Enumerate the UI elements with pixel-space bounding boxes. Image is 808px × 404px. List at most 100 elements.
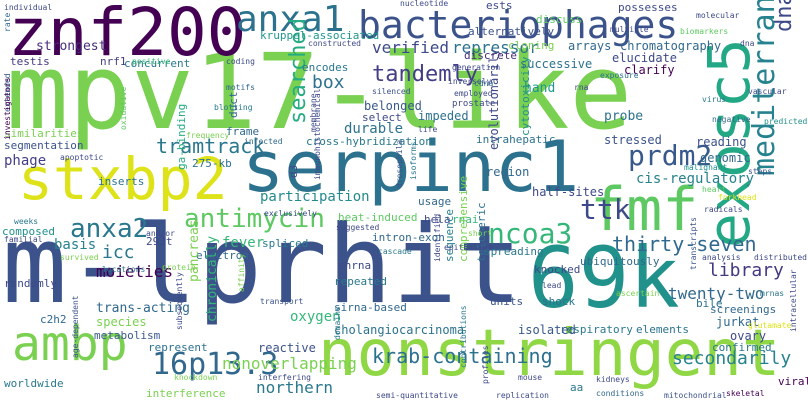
word-ncoa3: ncoa3	[488, 217, 573, 250]
word-nonoverlapping: nonoverlapping	[222, 354, 357, 373]
word-bile: bile	[696, 297, 723, 310]
word-encodes: encodes	[302, 61, 349, 74]
word-dnas: dnas	[772, 0, 797, 32]
word-segmentation: segmentation	[4, 139, 84, 152]
word-units: units	[490, 295, 524, 308]
word-basis: basis	[54, 237, 97, 253]
word-virus: virus	[702, 95, 727, 104]
word-protein: protein	[162, 263, 196, 272]
word-heart: heart	[702, 185, 727, 194]
word-motifs: motifs	[226, 83, 255, 92]
word-frequency: frequency	[186, 131, 230, 140]
word-cloning: cloning	[508, 39, 555, 52]
word-testis: testis	[10, 55, 50, 68]
word-confirmed: confirmed	[712, 341, 772, 354]
word-serpinc1: serpinc1	[242, 126, 580, 208]
word-antimycin: antimycin	[184, 204, 325, 234]
word-fmf: fmf	[590, 175, 699, 245]
word-rna: rna	[574, 83, 589, 92]
word-genomic: genomic	[700, 151, 751, 165]
word-represent: represent	[148, 341, 208, 354]
word-spliced: spliced	[262, 237, 309, 250]
word-verified: verified	[372, 38, 450, 57]
word-transport: transport	[260, 297, 304, 306]
word-alternatively: alternatively	[468, 25, 555, 38]
word-biomarkers: biomarkers	[680, 27, 729, 36]
word-prdm2: prdm2	[628, 139, 713, 172]
word-profiles: profiles	[481, 345, 490, 384]
word-skeletal: skeletal	[726, 389, 765, 398]
word-affinity: affinity	[237, 253, 246, 292]
word-concurrent: concurrent	[124, 57, 191, 70]
word-phage: phage	[4, 153, 47, 169]
word-individual: individual	[4, 3, 53, 12]
word-dna: dna	[740, 39, 755, 48]
word-short: short	[468, 229, 493, 238]
word-silenced: silenced	[372, 87, 411, 96]
word-reading: reading	[696, 135, 747, 149]
word-m-lprhit: m-lprhit	[2, 203, 523, 328]
word-kidneys: kidneys	[596, 375, 630, 384]
word-tandemly: tandemly	[372, 62, 478, 87]
word-sirna-based: sirna-based	[334, 301, 407, 314]
word-life: life	[418, 125, 438, 134]
word-d3: d3	[287, 164, 300, 178]
word-repeated: repeated	[334, 275, 387, 288]
word-contributions: contributions	[459, 305, 468, 368]
word-metabolism: metabolism	[94, 329, 161, 342]
word-isolated: isolated	[518, 323, 576, 337]
word-participation: participation	[260, 189, 370, 205]
word-ambp: ambp	[12, 316, 128, 372]
word-frame: frame	[226, 125, 260, 138]
word-krab-containing: krab-containing	[372, 344, 553, 368]
word-transcripts: transcripts	[689, 217, 698, 270]
word-and/or: and/or	[146, 229, 175, 238]
word-interference: interference	[146, 387, 226, 400]
word-identified: identified	[433, 213, 442, 262]
word-investigators: investigators	[3, 77, 12, 140]
word-species: species	[96, 315, 147, 329]
word-trans-acting: trans-acting	[96, 301, 190, 316]
word-predicted: predicted	[764, 117, 808, 126]
word-immunohistochemical: immunohistochemical	[313, 88, 322, 180]
word-cdna: cdna	[474, 79, 494, 88]
word-discuss: discuss	[536, 13, 583, 26]
word-sequence: sequence	[443, 209, 456, 262]
word-cascade: cascade	[378, 247, 412, 256]
word-rnai: rnai	[452, 213, 479, 226]
word-knocked: knocked	[534, 263, 581, 276]
word-belonged: belonged	[364, 99, 422, 113]
word-anxa2: anxa2	[70, 214, 149, 244]
word-library: library	[708, 260, 784, 281]
word-pancreas: pancreas	[187, 219, 202, 282]
word-kruppel-associated: kruppel-associated	[260, 29, 380, 42]
word-mrnas: mrnas	[760, 289, 785, 298]
word-ovary: ovary	[730, 329, 767, 343]
word-tramtrack: tramtrack	[156, 134, 265, 158]
word-ubiquitously: ubiquitously	[580, 255, 660, 268]
word-northern: northern	[256, 378, 334, 397]
word-viral: viral	[778, 375, 808, 388]
word-chronically: chronically	[205, 235, 220, 322]
word-oxidative: oxidative	[119, 86, 128, 130]
word-malignant: malignant	[684, 163, 728, 172]
word-intrahepatic: intrahepatic	[476, 133, 556, 146]
word-familial: familial	[4, 235, 43, 244]
word-ests: ests	[486, 0, 513, 12]
word-interfering: interfering	[258, 373, 311, 382]
word-shrna: shrna	[338, 259, 372, 272]
word-icc: icc	[102, 242, 135, 263]
word-mouse: mouse	[518, 373, 543, 382]
word-durable: durable	[344, 121, 404, 137]
word-chromatography: chromatography	[620, 39, 722, 53]
word-usage: usage	[418, 195, 452, 208]
word-probe: probe	[604, 109, 644, 124]
word-hela: hela	[424, 213, 451, 226]
word-moieties: moieties	[96, 262, 174, 281]
word-cis-regulatory: cis-regulatory	[636, 171, 755, 187]
word-exposure: exposure	[600, 71, 639, 80]
word-forkhead: forkhead	[718, 193, 757, 202]
word-69k: 69k	[528, 229, 680, 327]
word-randomly: randomly	[4, 277, 57, 290]
word-constructed: constructed	[308, 39, 361, 48]
